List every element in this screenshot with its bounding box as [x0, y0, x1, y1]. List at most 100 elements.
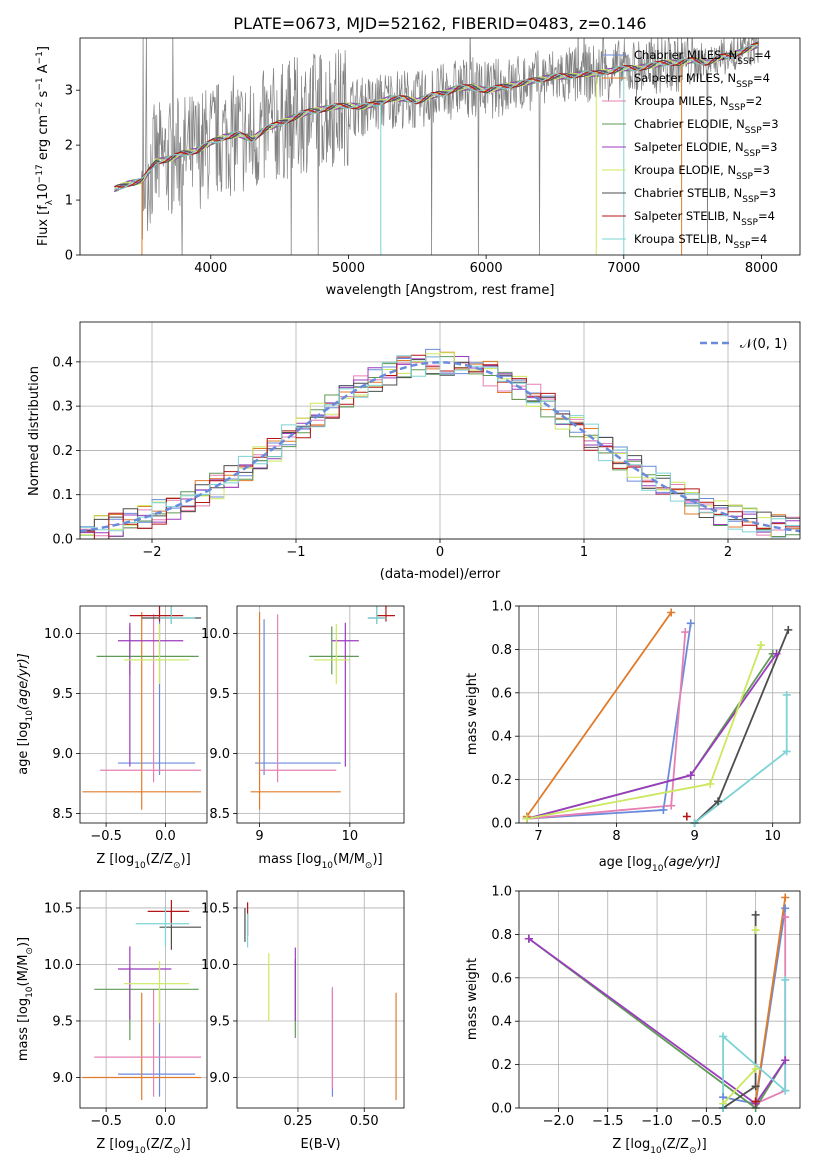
- axes-frame: [518, 890, 801, 1109]
- x-axis-label: Z [log10(Z/Z⊙)]: [96, 852, 190, 871]
- y-axis-label: Normed distribution: [27, 366, 42, 496]
- label-part: 10: [25, 986, 35, 998]
- y-tick-label: 0.6: [491, 971, 512, 986]
- label-part: =2: [745, 94, 762, 108]
- label-part: age [log: [599, 855, 652, 870]
- y-tick-label: 1.0: [491, 885, 512, 900]
- label-part: )]: [697, 1137, 707, 1152]
- legend-entry-chabrier-stelib: Chabrier STELIB, NSSP=3: [634, 186, 776, 205]
- label-part: SSP: [741, 218, 758, 228]
- plot-area: [80, 348, 800, 539]
- y-tick-label: 9.5: [52, 687, 73, 702]
- series-chabrier-miles: [526, 623, 692, 820]
- gaussian-reference-curve: [80, 361, 800, 533]
- label-part: (Z/Z: [662, 1137, 689, 1152]
- y-tick-label: 3: [65, 84, 73, 99]
- axes-frame: [236, 890, 405, 1109]
- label-part: 10: [134, 861, 146, 871]
- y-tick-label: 0: [65, 249, 73, 264]
- legend-entry-chabrier-elodie: Chabrier ELODIE, NSSP=3: [634, 117, 779, 136]
- y-tick-label: 0.0: [52, 533, 73, 548]
- label-part: Z [log: [612, 1137, 650, 1152]
- label-part: Kroupa STELIB, N: [634, 232, 734, 246]
- label-part: −17: [35, 164, 45, 183]
- y-tick-label: 10.0: [44, 627, 73, 642]
- y-axis-label: mass [log10(M/M⊙)]: [16, 937, 35, 1061]
- label-part: −1: [35, 77, 45, 90]
- x-tick-label: 2: [724, 545, 732, 560]
- label-part: (M/M: [16, 955, 31, 987]
- x-tick-label: 10: [342, 829, 359, 844]
- axes-frame: [79, 37, 801, 256]
- label-part: mass [log: [258, 852, 321, 867]
- x-tick-label: 4000: [194, 261, 227, 276]
- mass-vs-metallicity-panel: −0.5 0.09.09.510.010.5Z [log10(Z/Z⊙)]mass…: [16, 890, 208, 1156]
- plus-marker: [686, 771, 695, 780]
- label-part: SSP: [729, 103, 746, 113]
- x-tick-label: 0.0: [155, 1114, 176, 1129]
- plus-marker: [681, 628, 690, 637]
- x-tick-label: −2.0: [543, 1114, 575, 1129]
- plus-marker: [781, 1086, 790, 1095]
- x-tick-label: 8000: [745, 261, 778, 276]
- series-kroupa-elodie: [722, 930, 757, 1105]
- label-part: )]: [181, 1137, 191, 1152]
- axes-frame: [518, 605, 801, 824]
- label-part: SSP: [736, 80, 753, 90]
- plus-marker: [751, 1097, 760, 1106]
- x-tick-label: −2: [142, 545, 161, 560]
- label-part: Chabrier STELIB, N: [634, 186, 742, 200]
- plus-marker: [686, 619, 695, 628]
- y-tick-label: 9.5: [209, 1014, 230, 1029]
- axes-frame: [236, 605, 405, 824]
- plus-marker: [772, 649, 781, 658]
- plus-marker: [781, 904, 790, 913]
- plus-marker: [522, 814, 531, 823]
- plus-marker: [781, 1056, 790, 1065]
- label-part: Chabrier ELODIE, N: [634, 117, 745, 131]
- label-part: =3: [762, 117, 779, 131]
- plus-marker: [751, 910, 760, 919]
- histogram-kroupa-elodie: [80, 352, 772, 539]
- label-part: =3: [759, 186, 776, 200]
- label-part: Z [log: [96, 852, 134, 867]
- plus-marker: [524, 934, 533, 943]
- y-tick-label: 0.6: [491, 686, 512, 701]
- label-part: 10: [36, 183, 51, 200]
- observed-spectrum: [114, 38, 759, 255]
- y-tick-label: 0.3: [52, 400, 73, 415]
- label-part: (M/M: [333, 852, 365, 867]
- y-tick-label: 0.8: [491, 928, 512, 943]
- label-part: −1: [35, 51, 45, 64]
- label-part: s: [36, 90, 51, 101]
- x-tick-label: 9: [690, 829, 698, 844]
- y-tick-label: 9.5: [209, 687, 230, 702]
- plus-marker: [781, 913, 790, 922]
- plot-area: [526, 611, 790, 823]
- plot-area: [114, 38, 760, 255]
- x-tick-label: −1: [286, 545, 305, 560]
- x-axis-label: (data-model)/error: [380, 567, 501, 582]
- y-tick-label: 9.0: [209, 1071, 230, 1086]
- legend-entry-kroupa-stelib: Kroupa STELIB, NSSP=4: [634, 232, 767, 251]
- label-part: =4: [754, 48, 771, 62]
- label-part: ⊙: [173, 861, 181, 871]
- label-part: mass [log: [16, 998, 31, 1061]
- y-tick-label: 0.4: [491, 730, 512, 745]
- plus-marker: [667, 801, 676, 810]
- y-axis-label: Flux [fλ10−17 erg cm−2 s−1 A−1]: [35, 46, 55, 246]
- y-tick-label: 0.2: [491, 773, 512, 788]
- x-axis-label: E(B-V): [300, 1137, 340, 1152]
- label-part: )]: [181, 852, 191, 867]
- plus-marker: [781, 975, 790, 984]
- label-part: erg cm: [36, 115, 51, 164]
- x-tick-label: 8: [612, 829, 620, 844]
- x-tick-label: −1.0: [641, 1114, 673, 1129]
- x-tick-label: −0.5: [691, 1114, 723, 1129]
- plot-area: [250, 606, 395, 810]
- legend-entry-salpeter-stelib: Salpeter STELIB, NSSP=4: [634, 209, 775, 228]
- label-part: )]: [16, 937, 31, 947]
- label-part: SSP: [742, 195, 759, 205]
